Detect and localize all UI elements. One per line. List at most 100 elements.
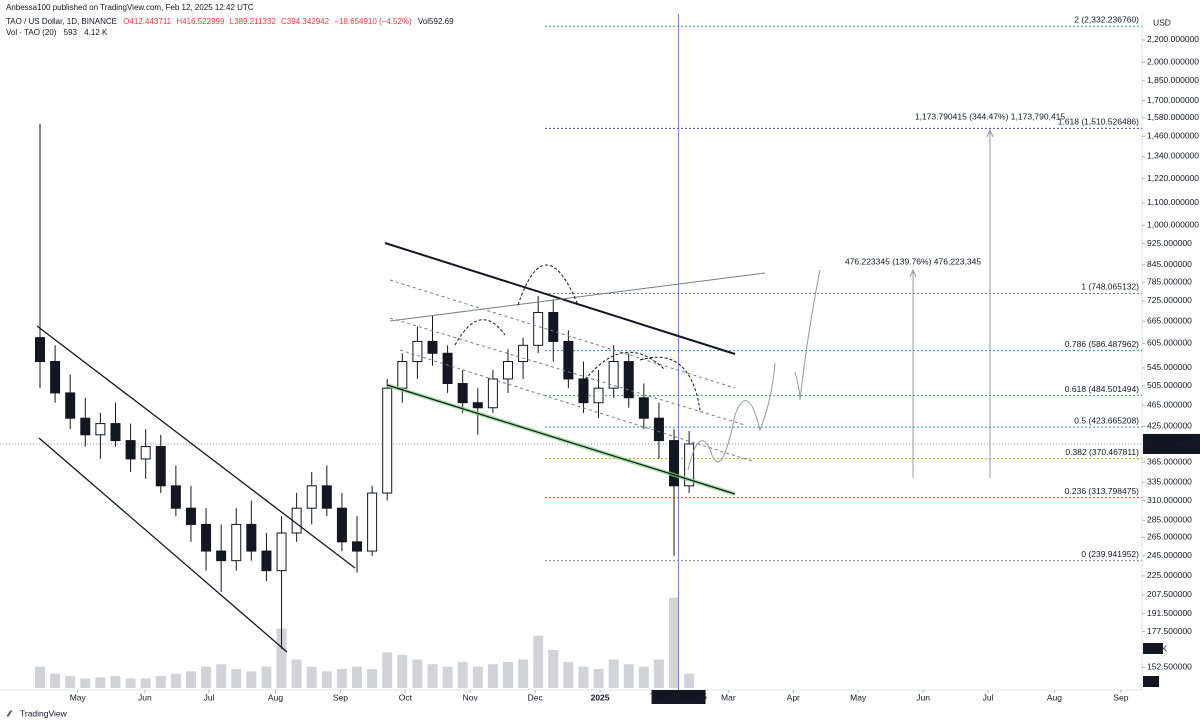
volume-bar	[669, 597, 680, 688]
candle-body	[533, 311, 544, 346]
x-tick-label: Jun	[916, 692, 930, 702]
y-tick-label: 1,220.000000	[1147, 173, 1199, 183]
y-tick-label: 505.000000	[1147, 380, 1192, 390]
candle-body	[397, 361, 408, 389]
fib-label: 2 (2,332.236760)	[1074, 14, 1139, 24]
arc	[639, 356, 701, 411]
volume-bar	[231, 669, 242, 688]
candle-body	[593, 387, 604, 404]
x-tick-label: Jun	[138, 692, 152, 702]
candle-body	[427, 340, 438, 354]
candle-body	[472, 402, 483, 409]
candle-body	[548, 311, 559, 342]
x-tick-label: Jul	[983, 692, 994, 702]
y-tick-label: 845.000000	[1147, 259, 1192, 269]
annotation: 1,173.790415 (344.47%) 1,173,790,415	[915, 111, 1066, 121]
volume-ma-tag	[1143, 643, 1163, 654]
y-tick-label: 925.000000	[1147, 238, 1192, 248]
arc	[517, 264, 579, 306]
candle-body	[321, 485, 332, 509]
x-tick-label: Nov	[463, 692, 479, 702]
candle-body	[216, 550, 227, 562]
y-tick-label: 545.000000	[1147, 362, 1192, 372]
volume-bar	[608, 659, 619, 688]
volume-bar	[140, 678, 151, 688]
x-tick-label: Aug	[1047, 692, 1062, 702]
volume-bar	[261, 666, 272, 688]
candle-body	[276, 532, 287, 572]
trend-line	[389, 272, 766, 322]
volume-bar	[623, 664, 634, 688]
candle-body	[125, 440, 136, 460]
dashed-line	[389, 317, 746, 426]
x-tick-label: Mar	[721, 692, 736, 702]
volume-legend-last: 593	[64, 28, 78, 37]
dashed-line	[389, 279, 736, 389]
candle-body	[502, 361, 513, 380]
ohlc-open: O412.443711	[123, 17, 171, 26]
currency: USD	[1153, 17, 1171, 27]
volume-bar	[533, 635, 544, 688]
candle-body	[80, 417, 91, 436]
x-tick-label: Jul	[204, 692, 215, 702]
volume-bar	[201, 666, 212, 688]
volume-bar	[352, 666, 363, 688]
trend-line	[38, 437, 288, 653]
volume-bar	[427, 664, 438, 688]
symbol-line: TAO / US Dollar, 1D, BINANCE O412.443711…	[6, 17, 454, 26]
y-tick-label: 785.000000	[1147, 276, 1192, 286]
y-tick-label: 225.000000	[1147, 570, 1192, 580]
volume-last-tag	[1143, 676, 1159, 687]
volume-bar	[321, 671, 332, 688]
fib-label: 0.236 (313.798475)	[1065, 486, 1139, 496]
arc	[454, 319, 506, 346]
projection	[794, 269, 821, 401]
volume-bar	[502, 661, 513, 688]
volume-bar	[170, 673, 181, 688]
volume-bar	[306, 666, 317, 688]
volume-bar	[593, 669, 604, 688]
volume-bar	[472, 666, 483, 688]
support-line	[386, 384, 736, 495]
published: Anbessa100 published on TradingView.com,…	[6, 3, 254, 12]
y-tick-label: 177.500000	[1147, 626, 1192, 636]
volume-bar	[518, 659, 529, 688]
candle-body	[442, 352, 453, 385]
candle-body	[608, 361, 619, 389]
candle-body	[412, 340, 423, 363]
volume-bar	[185, 671, 196, 688]
candle-body	[170, 485, 181, 509]
y-tick-label: 310.000000	[1147, 495, 1192, 505]
volume-bar	[155, 676, 166, 688]
candle-body	[623, 361, 634, 399]
y-tick-label: 605.000000	[1147, 338, 1192, 348]
fib-label: 0 (239.941952)	[1081, 549, 1139, 559]
crosshair-label: Thu 06 Feb '25	[650, 691, 707, 701]
volume-bar	[367, 669, 378, 688]
candle-body	[35, 337, 46, 363]
volume-bar	[684, 673, 695, 688]
arc	[584, 351, 666, 381]
fib-label: 0.5 (423.665208)	[1074, 415, 1139, 425]
x-tick-label: May	[850, 692, 867, 702]
y-tick-label: 1,340.000000	[1147, 151, 1199, 161]
fib-label: 1.618 (1,510.526486)	[1058, 117, 1139, 127]
volume-last-label: 593	[1145, 676, 1159, 686]
y-tick-label: 1,000.000000	[1147, 220, 1199, 230]
y-tick-label: 425.000000	[1147, 421, 1192, 431]
y-tick-label: 335.000000	[1147, 477, 1192, 487]
candle-body	[246, 523, 257, 552]
volume-bar	[457, 661, 468, 688]
volume-bar	[276, 628, 287, 688]
candle-body	[336, 507, 347, 543]
dashed-line	[399, 349, 756, 463]
ohlc-low: L389.211332	[230, 17, 277, 26]
volume-text: Vol592.69	[418, 17, 454, 26]
candle-body	[578, 378, 589, 404]
logo: TradingView	[20, 708, 68, 718]
crosshair-tag	[651, 690, 706, 704]
y-tick-label: 1,100.000000	[1147, 197, 1199, 207]
y-tick-label: 265.000000	[1147, 532, 1192, 542]
